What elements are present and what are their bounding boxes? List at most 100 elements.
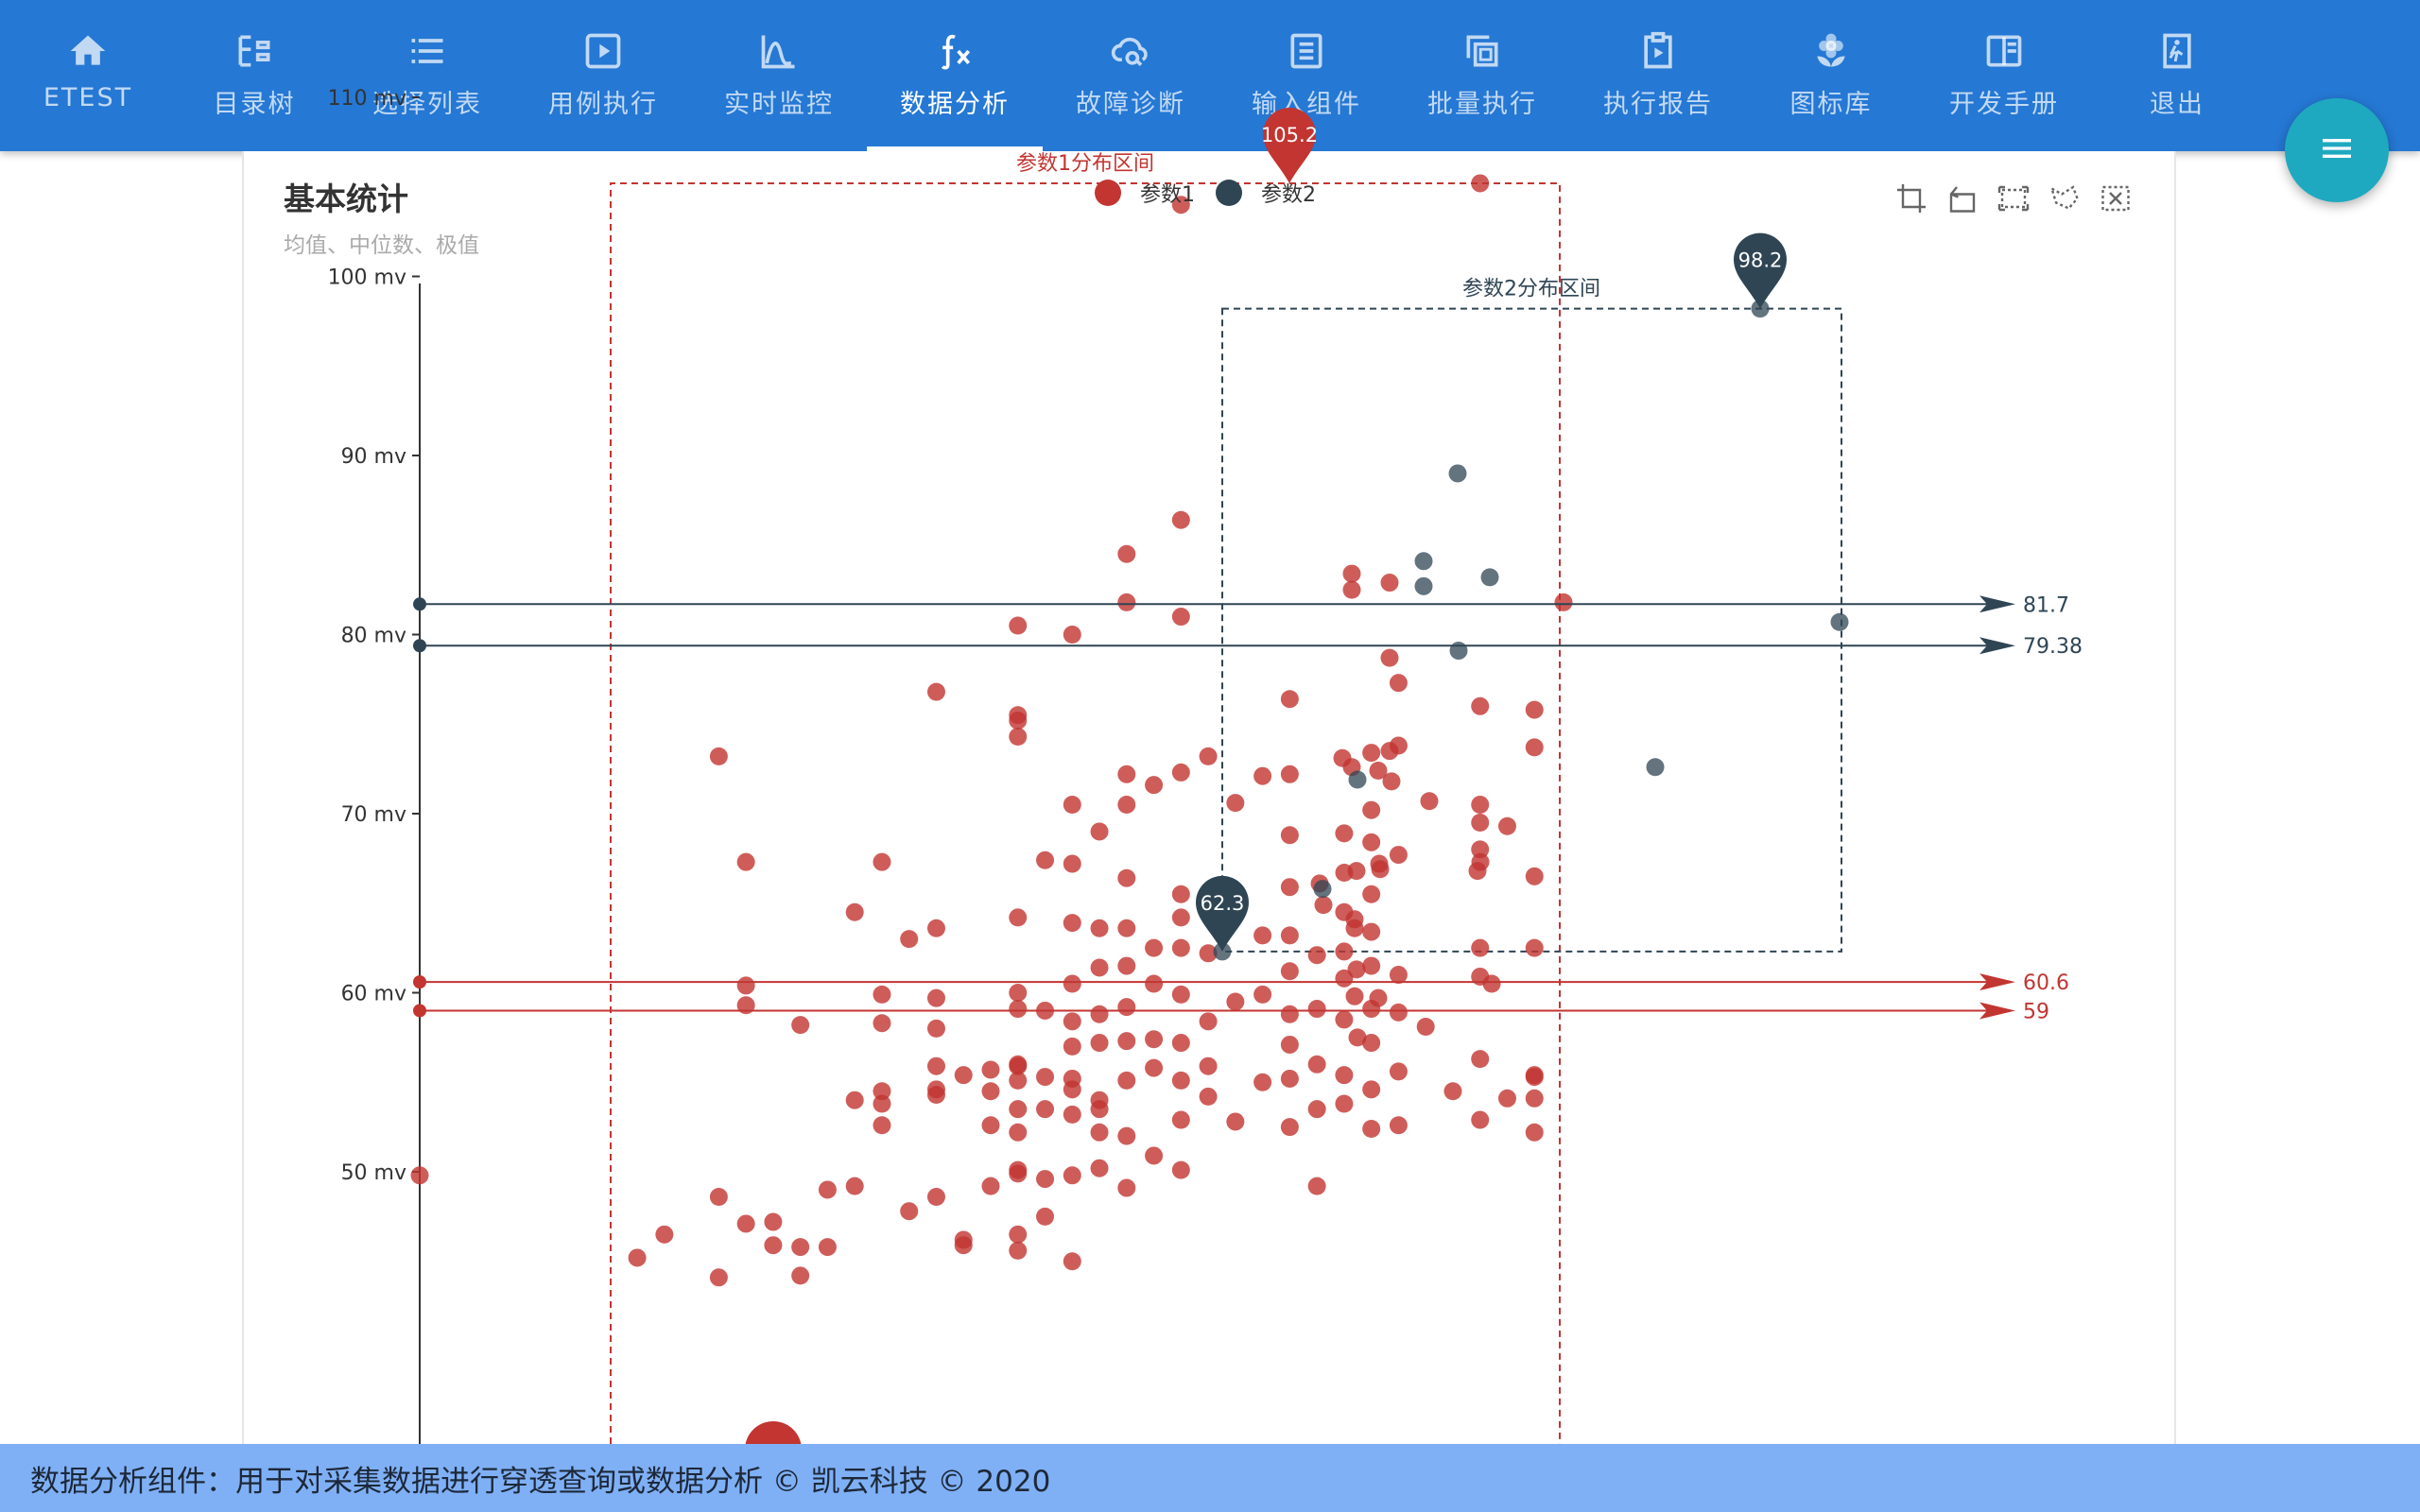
nav-item-select-list[interactable]: 选择列表 [339,0,515,151]
param1-point [1307,946,1326,965]
param1-point [1117,919,1136,937]
legend-item-param1[interactable]: 参数1 [1095,178,1195,208]
param1-point [981,1116,1000,1135]
param1-point [736,852,755,871]
nav-item-fault-diagnosis[interactable]: 故障诊断 [1043,0,1219,151]
param1-point [1482,974,1501,993]
param1-point [764,1212,783,1231]
param1-point [1253,985,1272,1004]
rect-select-icon[interactable] [1996,181,2031,215]
param1-point [1280,878,1299,897]
param1-point [1117,956,1136,975]
param1-point [1345,910,1364,929]
param1-point [1280,765,1299,783]
param1-point [1145,1030,1164,1049]
menu-icon [2318,129,2356,171]
param1-point [1171,1034,1190,1053]
mark-line-arrow [1979,637,2015,655]
param1-point [1335,1094,1354,1113]
play-box-icon [582,30,624,72]
nav-item-label: 数据分析 [900,90,1010,119]
param2-point [1646,758,1665,777]
param1-point [1009,1071,1028,1090]
chart-card [242,151,2176,1446]
param1-point [1525,1123,1544,1142]
param1-point [926,1086,945,1105]
param1-point [1009,1225,1028,1244]
param1-point [1117,1126,1136,1145]
lasso-select-icon[interactable] [2048,181,2082,215]
nav-item-exit[interactable]: 退出 [2089,0,2265,151]
param1-point [1036,1170,1055,1189]
param1-point [1009,1057,1028,1075]
param1-point [1382,772,1401,791]
param1-point [1471,813,1490,832]
param1-point [1389,1003,1408,1022]
param1-point [1420,792,1439,811]
legend-label: 参数1 [1140,183,1195,207]
param1-point [1090,958,1109,977]
param1-point [1226,1112,1245,1131]
param1-point [1117,868,1136,887]
nav-item-dev-manual[interactable]: 开发手册 [1916,0,2092,151]
param1-min-pin [745,1421,802,1444]
param1-point [1090,1123,1109,1142]
param1-point [1090,822,1109,841]
nav-item-monitor[interactable]: 实时监控 [691,0,867,151]
zoom-icon[interactable] [1894,181,1928,215]
param1-point [1362,800,1381,819]
param1-point [1063,1037,1081,1056]
nav-item-data-analysis[interactable]: 数据分析 [867,0,1043,151]
clear-select-icon[interactable] [2099,181,2133,215]
param1-point [764,1236,783,1255]
param1-point [1554,593,1573,611]
param1-point [791,1266,810,1285]
nav-item-etest[interactable]: ETEST [0,0,176,151]
y-tick-label: 70 mv [341,803,406,827]
nav-item-icon-library[interactable]: 图标库 [1743,0,1919,151]
param1-point [926,1057,945,1075]
nav-item-label: ETEST [43,83,133,112]
param1-point [709,1268,728,1287]
param1-point [1525,1066,1544,1085]
param2-range-label: 参数2分布区间 [1462,278,1600,301]
y-tick-label: 110 mv [328,87,406,111]
param1-point [1171,1160,1190,1179]
y-tick-label: 100 mv [328,266,406,290]
param1-point [1171,1071,1190,1090]
param1-point [1009,1164,1028,1183]
legend-item-param2[interactable]: 参数2 [1216,178,1316,208]
nav-item-batch-exec[interactable]: 批量执行 [1394,0,1570,151]
param2-point [1348,770,1367,789]
param1-point [1063,854,1081,873]
param1-point [1253,1073,1272,1091]
param1-point [926,988,945,1007]
nav-item-tree[interactable]: 目录树 [166,0,342,151]
param1-point [1471,840,1490,859]
param1-point [1362,1120,1381,1139]
param1-point [1314,896,1333,915]
chart-legend: 参数1 参数2 [1095,178,1337,208]
param1-point [1090,919,1109,937]
param1-point [1226,992,1245,1011]
param1-point [873,852,891,871]
param1-point [1117,765,1136,783]
param1-point [1369,762,1388,781]
nav-item-case-exec[interactable]: 用例执行 [515,0,691,151]
nav-item-input-component[interactable]: 输入组件 [1219,0,1394,151]
param1-point [1335,824,1354,843]
param1-point [1063,1166,1081,1185]
menu-fab-button[interactable] [2285,98,2389,202]
param2-point [1414,552,1433,571]
zoom-reset-icon[interactable] [1945,181,1979,215]
form-icon [1286,30,1327,72]
param1-point [1009,711,1028,730]
param1-point [873,1082,891,1101]
nav-item-exec-report[interactable]: 执行报告 [1570,0,1746,151]
param1-point [1525,700,1544,719]
param1-point [1090,1034,1109,1053]
param1-point [1370,854,1389,873]
param1-point [981,1082,1000,1101]
curve-icon [758,30,800,72]
tree-icon [233,30,275,72]
